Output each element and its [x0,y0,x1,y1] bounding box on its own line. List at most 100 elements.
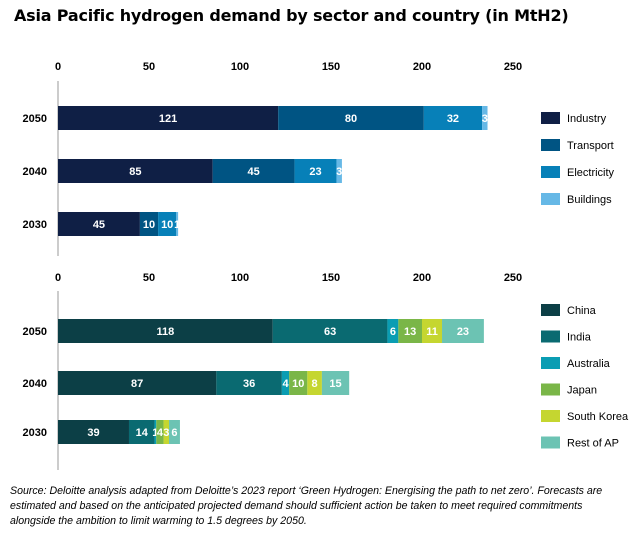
legend-swatch [541,193,560,205]
category-label: 2030 [23,219,47,231]
bar-segment [58,371,217,395]
data-label: 80 [345,113,357,125]
data-label: 8 [312,378,318,390]
legend-swatch [541,330,560,343]
bar-segment [169,420,180,444]
data-label: 1 [152,427,158,439]
data-label: 1 [174,219,180,231]
bar-segment [321,371,350,395]
data-label: 6 [171,427,177,439]
bar-segment [58,420,129,444]
data-label: 23 [309,166,321,178]
bar-segment [176,212,179,236]
data-label: 121 [159,113,177,125]
legend-swatch [541,410,560,422]
bar-segment [281,371,290,395]
x-tick-label: 150 [322,61,340,73]
data-label: 63 [324,326,336,338]
data-label: 45 [248,166,260,178]
data-label: 6 [390,326,396,338]
category-label: 2050 [23,113,47,125]
bar-segment [58,159,213,183]
bar-segment [398,319,422,343]
bar-segment [154,420,157,444]
legend-swatch [541,383,560,396]
sector-chart: 0 50 100 150 200 250 2050 121 80 32 3 2040 85 45 23 3 20… [23,61,615,256]
data-label: 36 [243,378,255,390]
data-label: 13 [404,326,416,338]
x-tick-label: 250 [504,272,522,284]
legend-label: Buildings [567,194,612,206]
bar-segment [289,371,308,395]
legend-label: China [567,305,597,317]
legend-swatch [541,436,560,449]
category-label: 2040 [23,166,47,178]
bar-segment [163,420,170,444]
data-label: 4 [282,378,289,390]
legend-label: India [567,332,592,344]
legend-swatch [541,166,560,178]
x-tick-label: 0 [55,61,61,73]
legend-label: Industry [567,113,607,125]
bar-segment [278,106,424,130]
category-label: 2050 [23,326,47,338]
legend-swatch [541,357,560,369]
data-label: 87 [131,378,143,390]
legend-swatch [541,139,560,151]
data-label: 10 [143,219,155,231]
data-label: 11 [426,326,438,338]
legend-label: Australia [567,358,611,370]
bar-segment [58,319,273,343]
legend-label: South Korea [567,411,629,423]
data-label: 10 [292,378,304,390]
x-tick-label: 150 [322,272,340,284]
x-tick-label: 0 [55,272,61,284]
chart-title: Asia Pacific hydrogen demand by sector a… [14,6,569,25]
bar-segment [128,420,155,444]
data-label: 4 [157,427,164,439]
legend-label: Electricity [567,167,615,179]
x-tick-label: 200 [413,61,431,73]
bar-segment [442,319,484,343]
legend-swatch [541,112,560,124]
data-label: 3 [336,166,342,178]
data-label: 118 [157,326,175,338]
legend-label: Rest of AP [567,438,619,450]
bar-segment [307,371,322,395]
data-label: 23 [457,326,469,338]
bar-segment [58,212,140,236]
data-label: 39 [87,427,99,439]
bar-segment [139,212,159,236]
category-label: 2040 [23,378,47,390]
data-label: 32 [447,113,459,125]
legend-label: Transport [567,140,614,152]
bar-segment [216,371,282,395]
bar-segment [272,319,388,343]
legend-label: Japan [567,385,597,397]
x-tick-label: 100 [231,61,249,73]
source-note: Source: Deloitte analysis adapted from D… [10,485,603,527]
bar-segment [158,212,177,236]
data-label: 85 [129,166,141,178]
data-label: 15 [329,378,341,390]
category-label: 2030 [23,427,47,439]
bar-segment [387,319,399,343]
bar-segment [423,106,483,130]
x-tick-label: 50 [143,272,155,284]
data-label: 10 [161,219,173,231]
x-tick-label: 50 [143,61,155,73]
bar-segment [422,319,443,343]
x-tick-label: 200 [413,272,431,284]
bar-segment [156,420,164,444]
legend-swatch [541,304,560,316]
data-label: 45 [93,219,105,231]
x-tick-label: 250 [504,61,522,73]
x-tick-label: 100 [231,272,249,284]
data-label: 14 [136,427,149,439]
data-label: 3 [482,113,488,125]
bar-segment [58,106,279,130]
data-label: 3 [163,427,169,439]
bar-segment [336,159,342,183]
bar-segment [294,159,337,183]
